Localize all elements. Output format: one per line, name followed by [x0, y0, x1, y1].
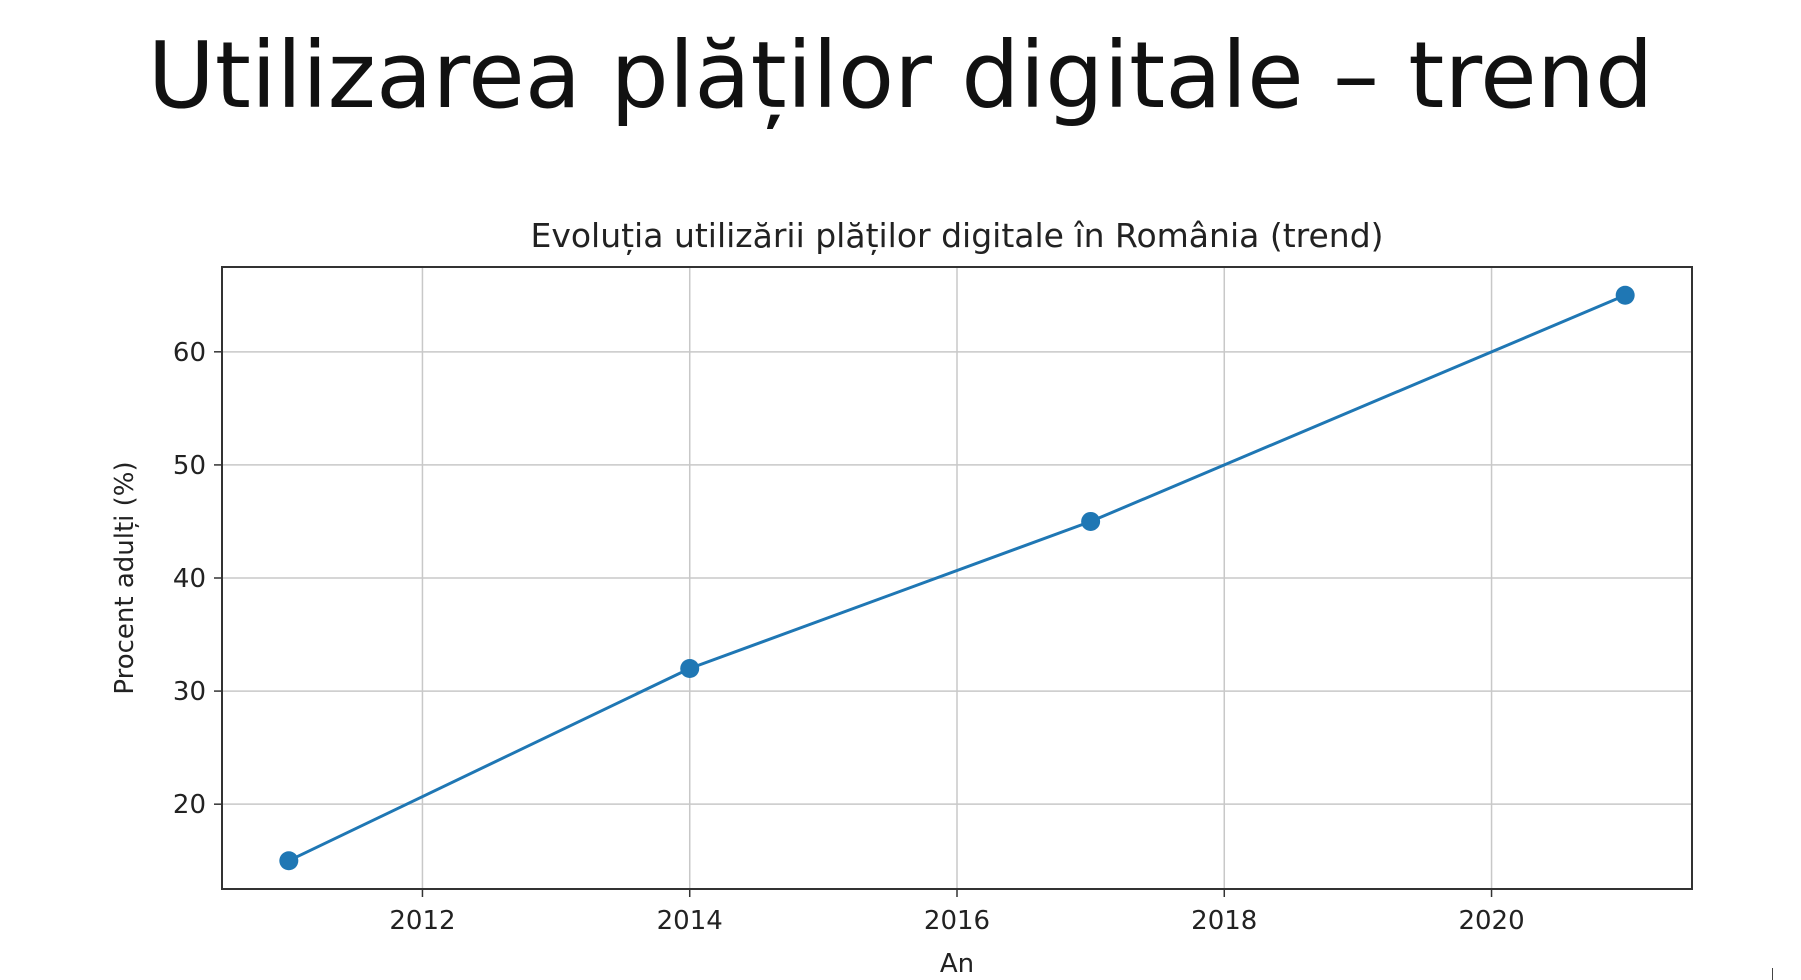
x-tick-label-3: 2018	[1191, 906, 1257, 936]
y-axis-label: Procent adulți (%)	[110, 461, 140, 694]
data-point-2014	[680, 658, 700, 678]
x-tick-label-2: 2016	[924, 906, 990, 936]
data-point-2017	[1081, 511, 1101, 531]
chart-grid	[222, 267, 1692, 889]
x-tick-label-1: 2014	[657, 906, 723, 936]
data-point-2021	[1615, 285, 1635, 305]
slide-title: Utilizarea plăților digitale – trend	[147, 22, 1654, 129]
data-point-2011	[279, 851, 299, 871]
y-tick-label-1: 30	[173, 677, 206, 707]
edge-mark	[1772, 968, 1773, 980]
x-tick-label-0: 2012	[389, 906, 455, 936]
y-tick-label-2: 40	[173, 564, 206, 594]
y-tick-label-0: 20	[173, 790, 206, 820]
x-tick-label-4: 2020	[1458, 906, 1524, 936]
chart-title: Evoluția utilizării plăților digitale în…	[530, 216, 1383, 256]
y-tick-label-4: 60	[173, 338, 206, 368]
y-tick-label-3: 50	[173, 451, 206, 481]
chart-series	[279, 285, 1635, 871]
series-line-0	[288, 293, 1626, 863]
x-axis-label: An	[940, 949, 974, 979]
